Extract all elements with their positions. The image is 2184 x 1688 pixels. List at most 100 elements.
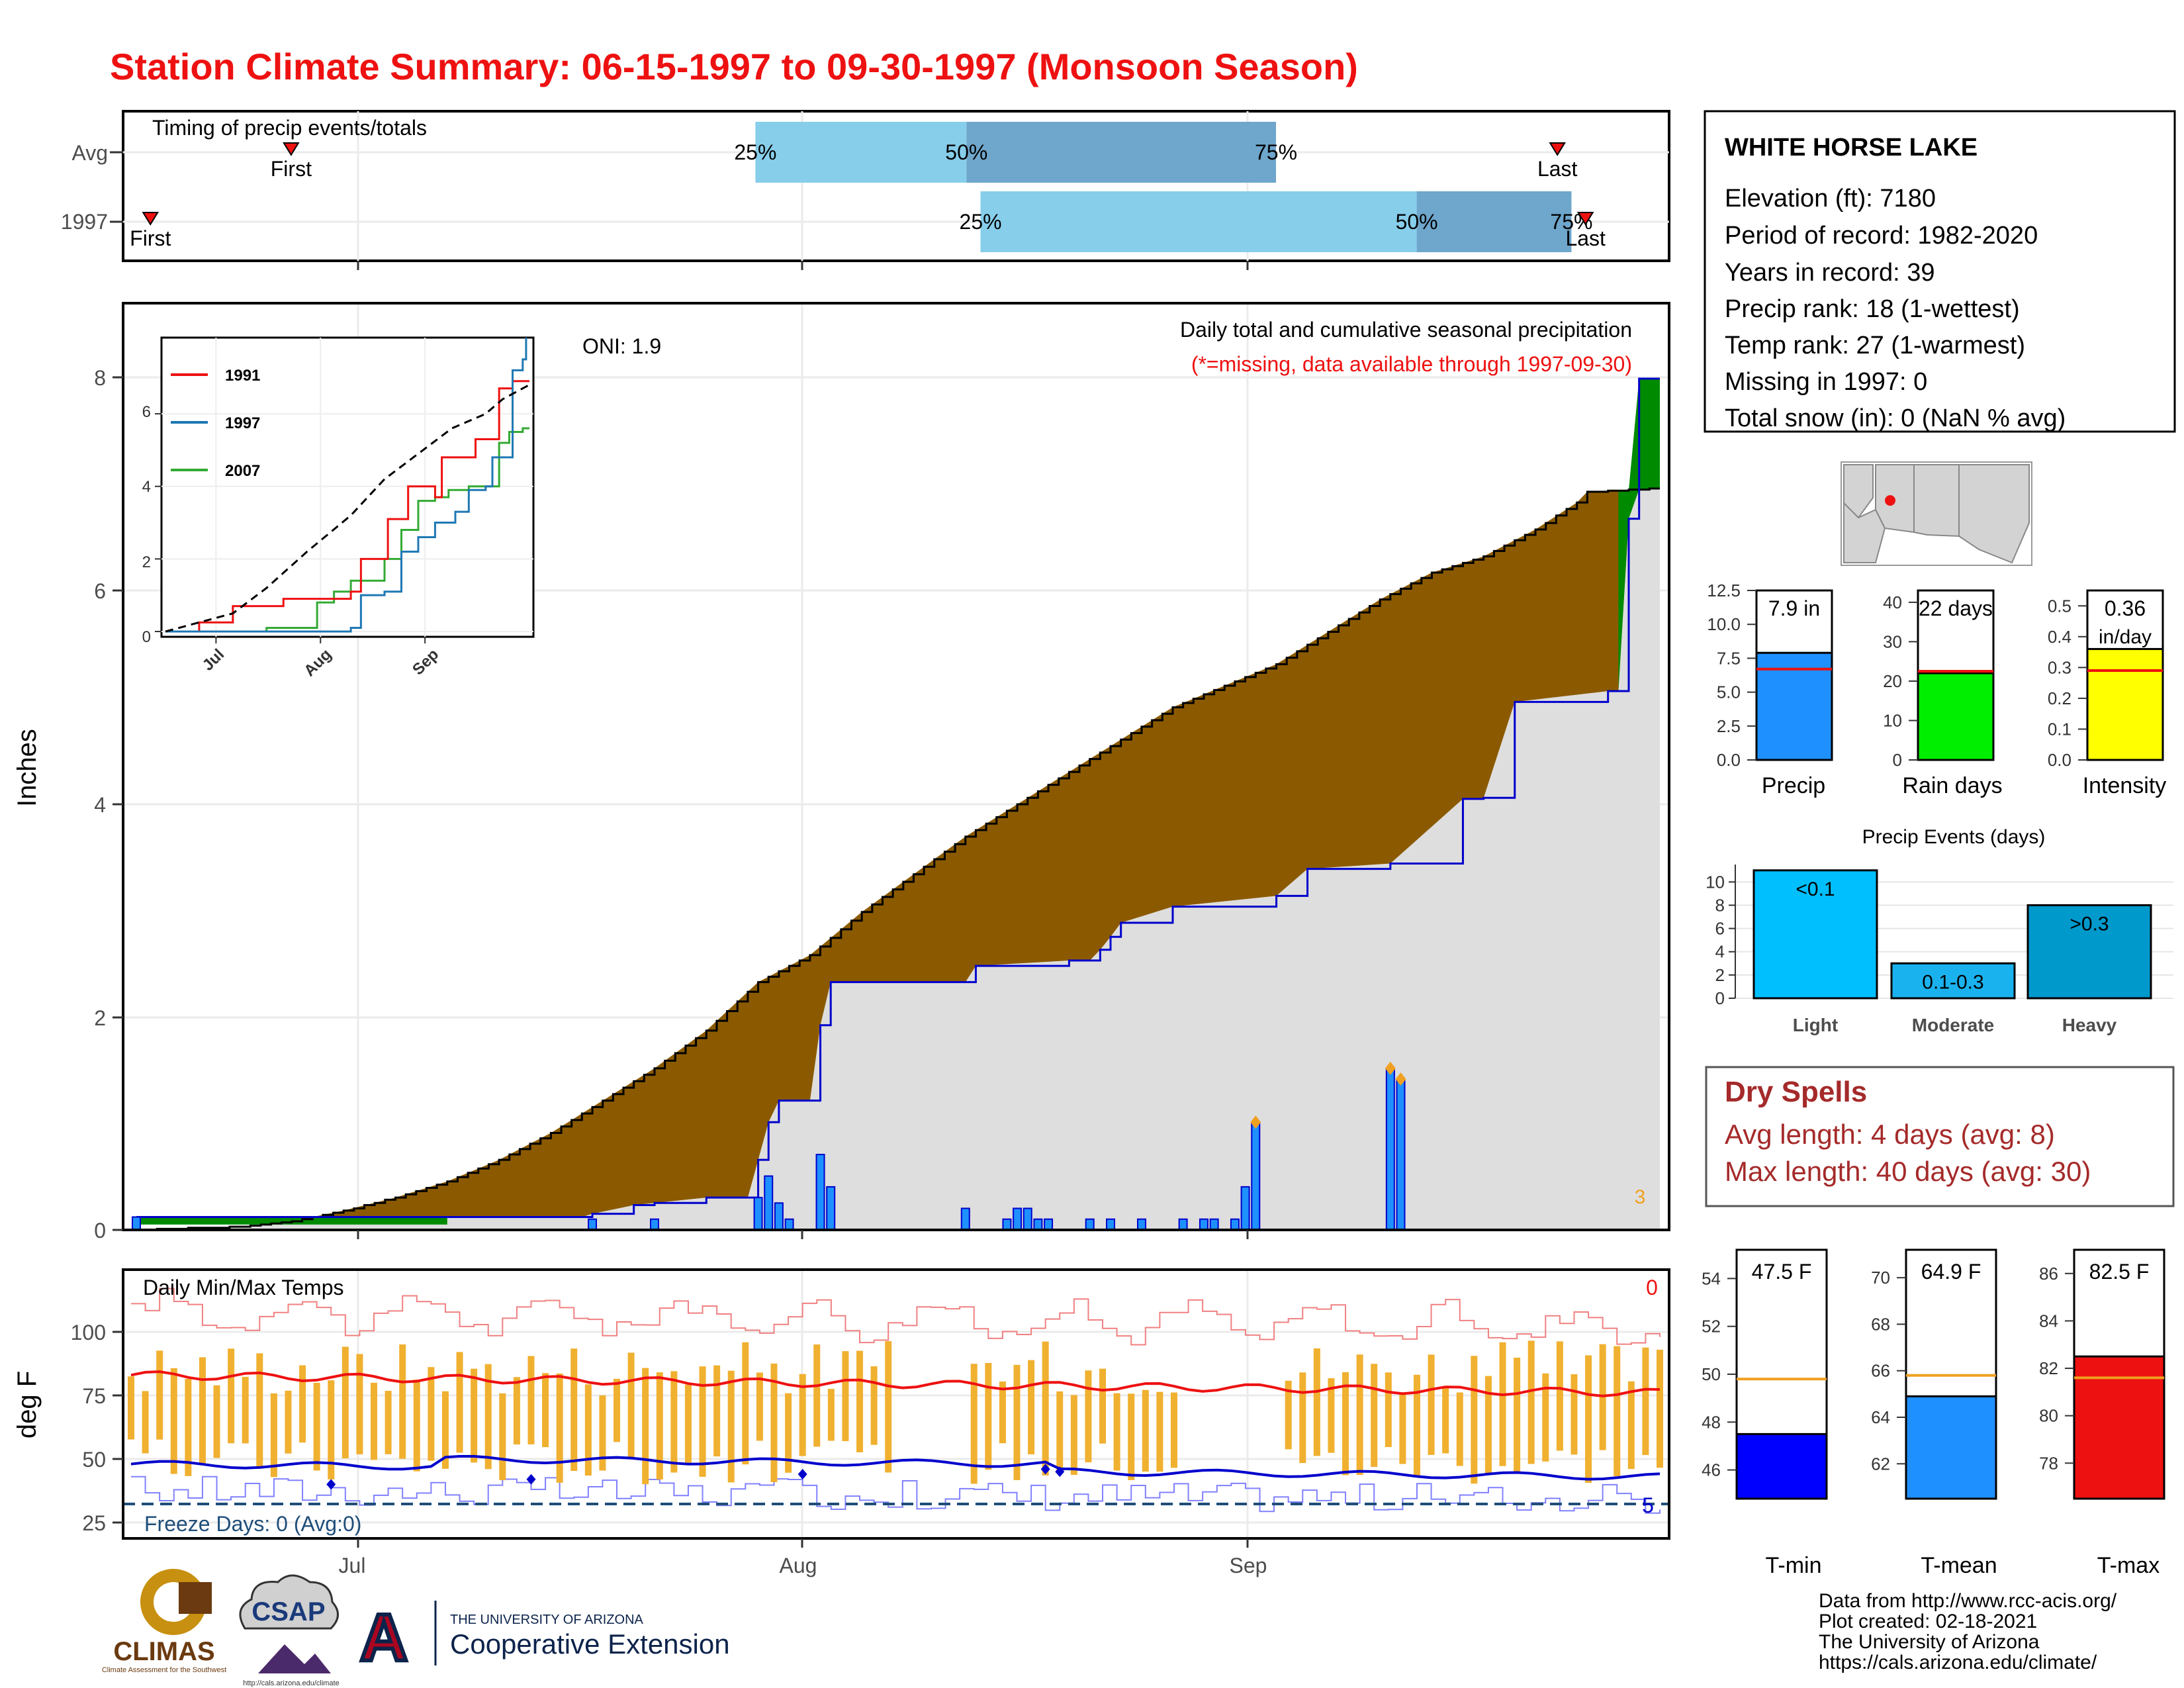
dry-spells-box: Dry Spells Avg length: 4 days (avg: 8) M… xyxy=(1705,1066,2175,1207)
daily-temp-range-bar xyxy=(441,1391,449,1469)
daily-temp-range-bar xyxy=(299,1365,306,1443)
daily-precip-bar xyxy=(1251,1121,1261,1231)
inset-y-tick: 6 xyxy=(142,403,151,421)
daily-precip-bar xyxy=(1033,1218,1043,1231)
temp-summary-y-tick: 46 xyxy=(1702,1460,1721,1480)
csap-logo-url: http://cals.arizona.edu/climate xyxy=(243,1679,340,1687)
temp-summary-cat: T-mean xyxy=(1921,1553,1997,1578)
daily-precip-bar xyxy=(753,1197,763,1231)
temp-summary-y-tick: 64 xyxy=(1871,1407,1890,1427)
daily-precip-bar xyxy=(132,1216,141,1231)
daily-temp-range-bar xyxy=(1299,1372,1306,1464)
daily-temp-range-bar xyxy=(1542,1373,1549,1462)
daily-precip-bar xyxy=(1023,1207,1032,1231)
heavy-precip-marker xyxy=(1385,1061,1396,1075)
timing-title: Timing of precip events/totals xyxy=(152,116,427,140)
daily-precip-bar xyxy=(1209,1218,1219,1231)
daily-temp-range-bar xyxy=(1099,1368,1107,1444)
summary-y-tick: 10 xyxy=(1883,710,1902,730)
summary-bar xyxy=(1917,672,1995,761)
timing-first-label: First xyxy=(130,226,171,250)
climas-logo-text: CLIMAS xyxy=(113,1637,214,1666)
precip-summary-cat: Precip xyxy=(1762,773,1825,798)
temp-y-tick: 75 xyxy=(82,1384,106,1408)
temp-panel: Daily Min/Max Temps 0 5 Freeze Days: 0 (… xyxy=(13,1268,1670,1577)
timing-q25-label: 25% xyxy=(960,210,1002,234)
events-y-tick: 6 xyxy=(1715,919,1725,939)
daily-temp-range-bar xyxy=(1371,1364,1378,1468)
daily-temp-range-bar xyxy=(1585,1355,1592,1483)
daily-temp-range-bar xyxy=(1657,1349,1663,1468)
inset-legend-2007: 2007 xyxy=(225,462,260,480)
summary-y-tick: 10.0 xyxy=(1707,614,1741,634)
daily-temp-range-bar xyxy=(1342,1372,1349,1476)
daily-temp-range-bar xyxy=(1285,1380,1292,1450)
daily-temp-range-bar xyxy=(185,1379,192,1476)
timing-q25-label: 25% xyxy=(734,140,776,164)
inset-chart: 1991 1997 2007 0 2 4 6 Jul Aug Sep xyxy=(142,336,535,680)
timing-row-label-avg: Avg xyxy=(71,141,108,165)
daily-temp-range-bar xyxy=(727,1370,735,1483)
daily-temp-range-bar xyxy=(1642,1347,1649,1456)
temp-summary-value-label: 82.5 F xyxy=(2089,1260,2150,1284)
daily-temp-range-bar xyxy=(1385,1372,1392,1448)
precip-summary-labels: Precip Rain days Intensity xyxy=(1762,773,2167,798)
temp-record-min-line xyxy=(131,1476,1661,1514)
daily-temp-range-bar xyxy=(970,1364,978,1484)
daily-temp-range-bar xyxy=(270,1393,277,1477)
temp-summary-y-tick: 48 xyxy=(1702,1412,1721,1432)
precip-y-tick: 4 xyxy=(94,793,106,817)
temp-summary-bar xyxy=(1905,1395,1997,1500)
daily-temp-range-bar xyxy=(1070,1395,1077,1476)
summary-y-tick: 0.0 xyxy=(1717,750,1741,770)
daily-temp-range-bar xyxy=(142,1391,149,1454)
temp-summary-y-tick: 66 xyxy=(1871,1361,1890,1381)
events-category-label: Moderate xyxy=(1912,1015,1994,1035)
daily-temp-range-bar xyxy=(670,1371,678,1473)
timing-bar-q50-q75 xyxy=(1416,191,1572,252)
timing-bar-q25-q50 xyxy=(755,122,967,183)
daily-temp-range-bar xyxy=(756,1372,763,1441)
events-bar xyxy=(2026,904,2152,1000)
temp-gridlines xyxy=(123,1270,1669,1538)
temp-y-tick: 50 xyxy=(82,1448,106,1472)
temp-count-top: 0 xyxy=(1646,1276,1658,1299)
daily-temp-range-bar xyxy=(656,1372,663,1480)
daily-temp-range-bar xyxy=(1514,1357,1521,1472)
daily-temp-range-bar xyxy=(1428,1354,1435,1455)
precip-surplus-area xyxy=(1618,378,1660,692)
daily-temp-range-bar xyxy=(341,1346,349,1459)
temp-y-tick: 100 xyxy=(71,1321,106,1344)
footer-line: https://cals.arizona.edu/climate/ xyxy=(1819,1652,2097,1673)
daily-temp-range-bar xyxy=(599,1395,606,1471)
temp-x-tick: Aug xyxy=(780,1554,817,1577)
daily-precip-bar xyxy=(1178,1218,1188,1231)
temp-summary-y-tick: 68 xyxy=(1871,1314,1890,1334)
timing-q50-label: 50% xyxy=(1396,210,1438,234)
daily-temp-range-bar xyxy=(1313,1348,1320,1456)
timing-last-label: Last xyxy=(1537,157,1578,181)
temp-x-tick: Jul xyxy=(339,1554,366,1577)
daily-temp-range-bar xyxy=(1113,1393,1120,1471)
timing-last-marker xyxy=(1576,212,1594,226)
daily-temp-range-bar xyxy=(1570,1374,1578,1455)
events-y-tick: 2 xyxy=(1715,965,1725,985)
daily-temp-range-bar xyxy=(713,1365,721,1457)
station-temp-rank: Temp rank: 27 (1-warmest) xyxy=(1725,332,2025,359)
daily-precip-bar xyxy=(588,1218,598,1231)
freeze-days-label: Freeze Days: 0 (Avg:0) xyxy=(144,1512,361,1536)
oni-label: ONI: 1.9 xyxy=(582,334,661,358)
precip-corner-count: 3 xyxy=(1635,1186,1646,1208)
dry-spells-title: Dry Spells xyxy=(1725,1076,1867,1108)
events-bar xyxy=(1890,962,2016,1000)
daily-precip-bar xyxy=(774,1202,784,1231)
temp-summary-y-tick: 78 xyxy=(2039,1453,2058,1473)
temp-summary-y-tick: 50 xyxy=(1702,1364,1721,1384)
precip-summary-charts: 7.9 in 0.0 2.5 5.0 7.5 10.0 12.5 22 days 0 10 20 30… xyxy=(1707,581,2164,770)
summary-y-tick: 0 xyxy=(1893,750,1902,770)
temp-summary-y-tick: 84 xyxy=(2039,1311,2058,1331)
temp-record-max-line xyxy=(131,1288,1661,1346)
temp-x-tick: Sep xyxy=(1230,1554,1267,1577)
daily-temp-range-bar xyxy=(999,1381,1006,1444)
